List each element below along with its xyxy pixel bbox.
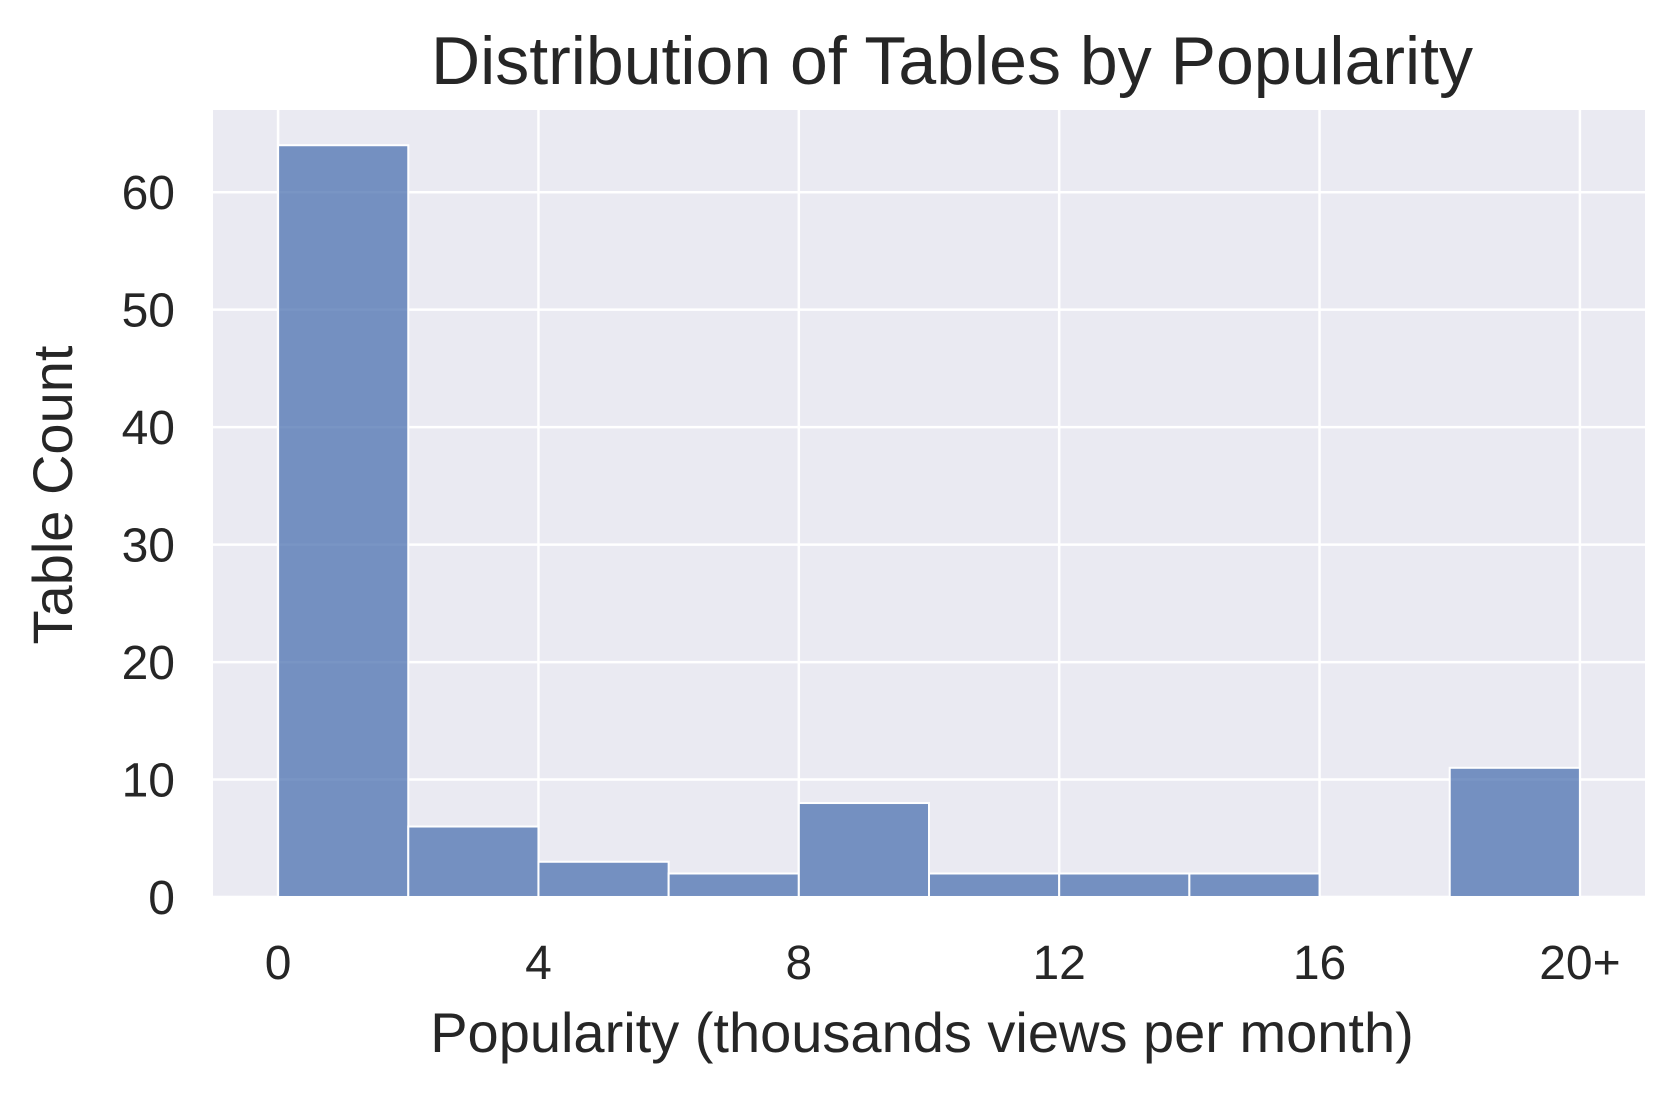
- x-tick-label: 4: [525, 937, 552, 990]
- y-tick-label: 10: [122, 755, 175, 808]
- histogram-bar-1: [407, 825, 540, 899]
- x-axis-label: Popularity (thousands views per month): [430, 1001, 1414, 1064]
- x-tick-label: 20+: [1539, 937, 1620, 990]
- y-axis-label: Table Count: [21, 345, 84, 644]
- y-tick-label: 50: [122, 285, 175, 338]
- plot-area: [213, 110, 1645, 897]
- histogram-bar-3: [667, 872, 800, 898]
- y-tick-label: 20: [122, 637, 175, 690]
- y-axis-ticks: 0 10 20 30 40 50 60: [122, 167, 175, 925]
- x-tick-label: 0: [265, 937, 292, 990]
- histogram-bar-7: [1188, 872, 1321, 898]
- histogram-bar-9: [1448, 766, 1581, 898]
- histogram-bar-2: [537, 860, 670, 898]
- histogram-bar-6: [1058, 872, 1191, 898]
- bars: [277, 144, 1581, 899]
- x-tick-label: 16: [1293, 937, 1346, 990]
- y-tick-label: 30: [122, 520, 175, 573]
- y-tick-label: 60: [122, 167, 175, 220]
- x-tick-label: 8: [785, 937, 812, 990]
- histogram-bar-4: [797, 802, 930, 898]
- histogram-bar-5: [928, 872, 1061, 898]
- x-axis-ticks: 0 4 8 12 16 20+: [265, 937, 1621, 990]
- y-tick-label: 40: [122, 402, 175, 455]
- x-tick-label: 12: [1032, 937, 1085, 990]
- chart-title: Distribution of Tables by Popularity: [431, 23, 1473, 99]
- histogram-bar-0: [277, 144, 410, 898]
- gridlines: [213, 110, 1645, 899]
- y-tick-label: 0: [148, 872, 175, 925]
